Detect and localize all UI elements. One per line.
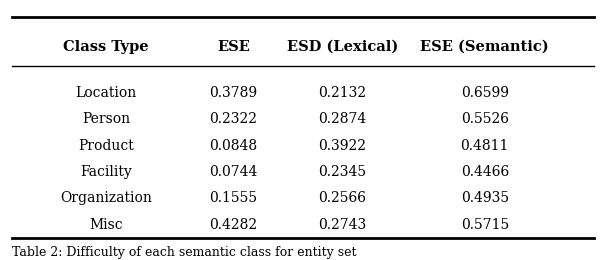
Text: 0.5715: 0.5715 [461, 218, 509, 232]
Text: 0.4466: 0.4466 [461, 165, 509, 179]
Text: 0.3789: 0.3789 [209, 86, 258, 100]
Text: 0.2874: 0.2874 [318, 112, 367, 126]
Text: 0.1555: 0.1555 [209, 191, 258, 205]
Text: Location: Location [75, 86, 137, 100]
Text: Misc: Misc [89, 218, 123, 232]
Text: ESE: ESE [217, 40, 250, 54]
Text: ESD (Lexical): ESD (Lexical) [287, 40, 398, 54]
Text: Person: Person [82, 112, 130, 126]
Text: 0.5526: 0.5526 [461, 112, 509, 126]
Text: Facility: Facility [80, 165, 132, 179]
Text: 0.4935: 0.4935 [461, 191, 509, 205]
Text: 0.3922: 0.3922 [318, 139, 367, 153]
Text: Table 2: Difficulty of each semantic class for entity set: Table 2: Difficulty of each semantic cla… [12, 246, 356, 259]
Text: 0.0744: 0.0744 [209, 165, 258, 179]
Text: Product: Product [78, 139, 134, 153]
Text: 0.2566: 0.2566 [318, 191, 367, 205]
Text: 0.0848: 0.0848 [209, 139, 258, 153]
Text: 0.4811: 0.4811 [461, 139, 509, 153]
Text: 0.2743: 0.2743 [318, 218, 367, 232]
Text: 0.6599: 0.6599 [461, 86, 509, 100]
Text: 0.4282: 0.4282 [209, 218, 258, 232]
Text: 0.2345: 0.2345 [318, 165, 367, 179]
Text: ESE (Semantic): ESE (Semantic) [421, 40, 549, 54]
Text: Organization: Organization [60, 191, 152, 205]
Text: 0.2132: 0.2132 [318, 86, 367, 100]
Text: Class Type: Class Type [63, 40, 149, 54]
Text: 0.2322: 0.2322 [209, 112, 258, 126]
